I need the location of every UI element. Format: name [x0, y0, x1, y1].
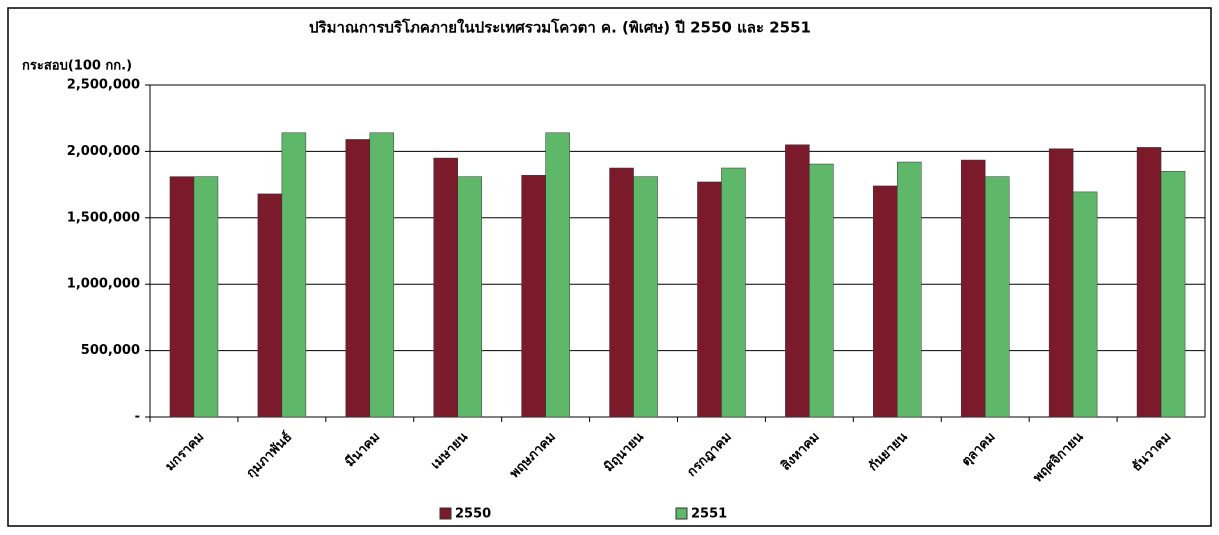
bar [521, 175, 546, 418]
bar [281, 132, 307, 418]
bar [1072, 191, 1098, 418]
bar [545, 132, 570, 418]
bar [609, 167, 634, 418]
legend-swatch [439, 507, 452, 520]
y-tick-label: 500,000 [81, 343, 140, 358]
legend-swatch [675, 507, 688, 520]
legend-label: 2550 [455, 507, 491, 522]
bar [1160, 171, 1186, 418]
bar [257, 193, 283, 418]
bar [193, 176, 219, 418]
y-tick-label: 1,500,000 [67, 210, 140, 225]
plot-area [149, 84, 1206, 418]
bar [433, 157, 458, 418]
y-tick-label: 1,000,000 [67, 277, 140, 292]
bar [345, 139, 371, 418]
bar [369, 132, 395, 418]
legend-label: 2551 [691, 507, 727, 522]
y-tick-label: - [135, 410, 140, 425]
y-tick-label: 2,000,000 [67, 144, 140, 159]
bar [809, 163, 834, 418]
bar [897, 161, 922, 418]
bar [169, 176, 195, 418]
bar [873, 185, 898, 418]
bar [697, 181, 722, 418]
bar [1048, 148, 1074, 418]
bar [984, 176, 1010, 418]
bar [1136, 147, 1162, 418]
chart-title: ปริมาณการบริโภคภายในประเทศรวมโควตา ค. (พ… [309, 18, 811, 37]
bar [457, 176, 482, 418]
bar [960, 159, 986, 418]
y-axis-label: กระสอบ(100 กก.) [22, 59, 132, 74]
bar [633, 176, 658, 418]
bar [785, 144, 810, 418]
y-tick-label: 2,500,000 [67, 78, 140, 93]
bar [721, 167, 746, 418]
